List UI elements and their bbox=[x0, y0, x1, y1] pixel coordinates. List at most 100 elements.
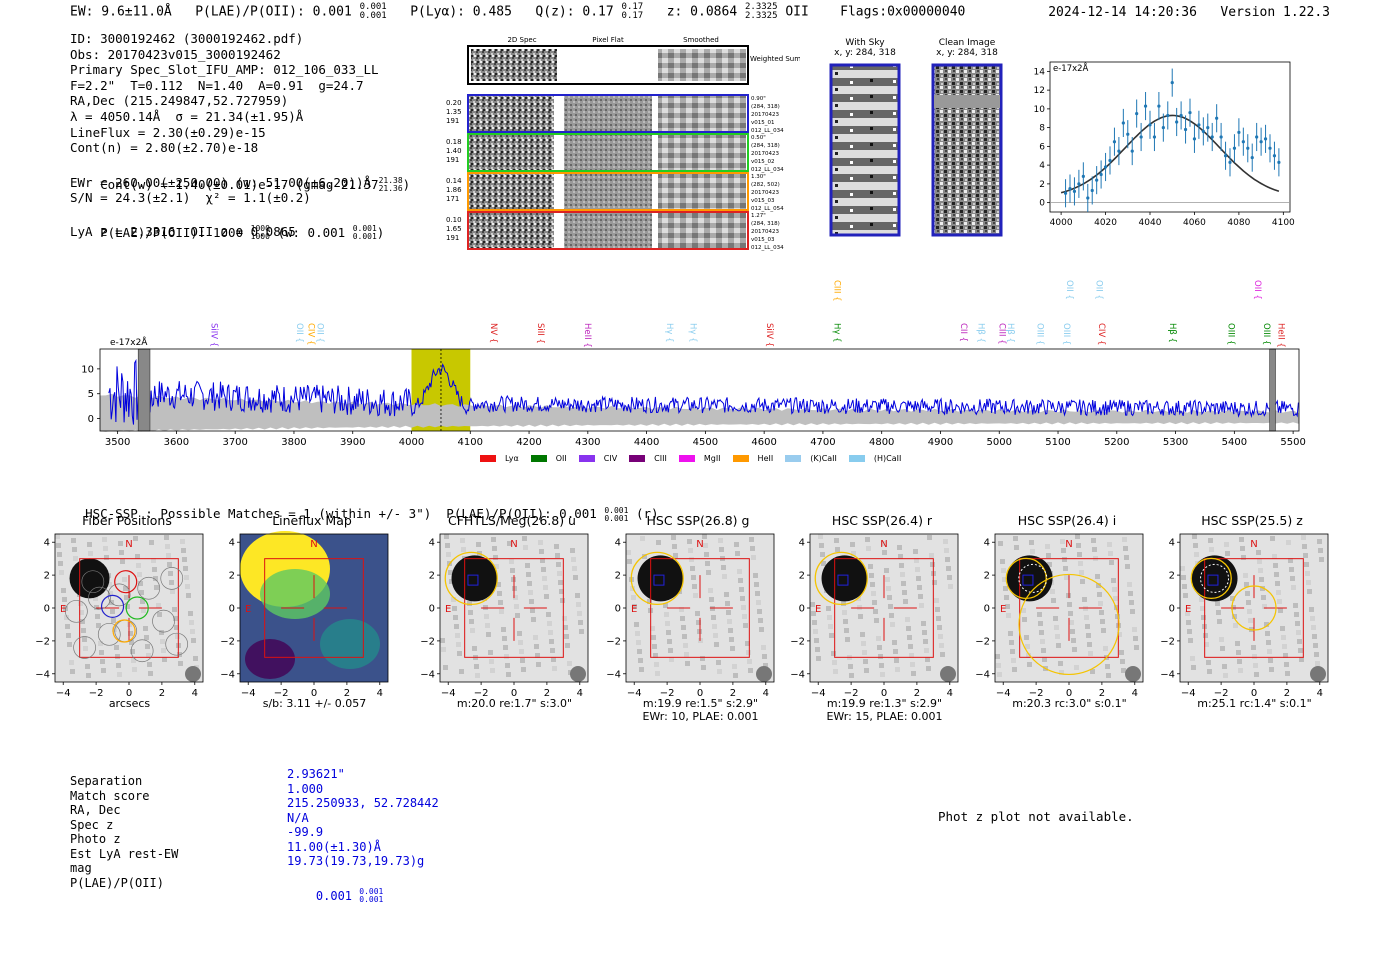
legend-swatch bbox=[578, 455, 595, 462]
fit-point bbox=[1143, 104, 1148, 108]
cutout-noise-pixel bbox=[444, 534, 449, 539]
cutout-noise-pixel bbox=[1026, 653, 1031, 658]
cutout-noise-pixel bbox=[728, 628, 733, 633]
info-line: F=2.2" T=0.112 N=1.40 A=0.91 g=24.7 bbox=[70, 77, 364, 93]
cutout-noise-pixel bbox=[1071, 638, 1076, 643]
cutout-noise-pixel bbox=[1097, 592, 1102, 597]
cutout-noise-pixel bbox=[1186, 620, 1191, 625]
cutout-image: N E −4 −4 −2 −2 0 0 2 2 4 4 bbox=[1160, 533, 1329, 699]
cutout-noise-pixel bbox=[1190, 656, 1195, 661]
cutout-noise-pixel bbox=[73, 556, 78, 561]
cutout-noise-pixel bbox=[650, 626, 655, 631]
cutout-noise-pixel bbox=[947, 575, 952, 580]
cutout-image: N E −4 −4 −2 −2 0 0 2 2 4 4 bbox=[975, 533, 1144, 699]
cutout-noise-pixel bbox=[1188, 638, 1193, 643]
cutout-noise-pixel bbox=[546, 612, 551, 617]
fiber-row-smoothed bbox=[658, 95, 746, 131]
cutout-noise-pixel bbox=[133, 536, 138, 541]
cutout-noise-pixel bbox=[652, 644, 657, 649]
east-label: E bbox=[445, 604, 451, 615]
cutout-ytick-label: −4 bbox=[420, 669, 435, 680]
cutout-noise-pixel bbox=[87, 542, 92, 547]
cutout-noise-pixel bbox=[877, 645, 882, 650]
fit-point bbox=[1183, 127, 1188, 132]
cutout-noise-pixel bbox=[631, 595, 636, 600]
cutout-ytick-label: 4 bbox=[615, 538, 621, 549]
cutout-noise-pixel bbox=[1124, 555, 1129, 560]
summary-value: -99.9 bbox=[287, 825, 324, 839]
corner-source bbox=[1310, 666, 1326, 682]
cutout-noise-pixel bbox=[742, 614, 747, 619]
cutout-caption-line: m:19.9 re:1.5" s:2.9" bbox=[642, 697, 759, 710]
cutout-xtick-label: 4 bbox=[1132, 688, 1138, 699]
cutout-caption: m:25.1 rc:1.4" s:0.1" bbox=[1152, 697, 1357, 710]
cutout-noise-pixel bbox=[492, 546, 497, 551]
cutout-noise-pixel bbox=[1194, 552, 1199, 557]
spectrum-ytick-label: 5 bbox=[88, 389, 94, 400]
cutout-noise-pixel bbox=[637, 649, 642, 654]
cutout-noise-pixel bbox=[1235, 641, 1240, 646]
spectrum-ylabel: e-17x2Å bbox=[110, 336, 148, 348]
info-ewr: EWr = 260.00(±250.00) (w: 51.00(±6.20))Å bbox=[70, 174, 372, 190]
legend-item: (K)CaII bbox=[785, 454, 837, 463]
cutout-noise-pixel bbox=[131, 658, 136, 663]
spectrum-xtick-label: 3800 bbox=[281, 437, 306, 448]
header-flags: Flags:0x00000040 bbox=[840, 4, 966, 20]
cutout-noise-pixel bbox=[683, 643, 688, 648]
cutout-noise-pixel bbox=[902, 590, 907, 595]
cutout-noise-pixel bbox=[735, 551, 740, 556]
cutout-noise-pixel bbox=[1315, 661, 1320, 666]
cutout-noise-pixel bbox=[1285, 671, 1290, 676]
header-z: z: 0.0864 bbox=[666, 4, 738, 20]
cutout-noise-pixel bbox=[520, 658, 525, 663]
spectrum-line-label: OIII { bbox=[1035, 323, 1045, 345]
cutout-noise-pixel bbox=[101, 668, 106, 673]
cutout-noise-pixel bbox=[140, 599, 145, 604]
cutout-noise-pixel bbox=[814, 638, 819, 643]
cutout-noise-pixel bbox=[493, 555, 498, 560]
selection-square bbox=[467, 574, 479, 586]
cutout-noise-pixel bbox=[548, 630, 553, 635]
cutout-noise-pixel bbox=[138, 581, 143, 586]
cutout-noise-pixel bbox=[59, 570, 64, 575]
aperture-circle-inner bbox=[1018, 563, 1048, 593]
legend-item: OII bbox=[530, 454, 567, 463]
cutout-noise-pixel bbox=[1027, 662, 1032, 667]
cutout-ytick-label: 0 bbox=[615, 604, 621, 615]
cutout-noise-pixel bbox=[636, 640, 641, 645]
cutout-noise-pixel bbox=[702, 534, 707, 539]
spectrum-line-label: Hγ { bbox=[664, 323, 674, 343]
cutout-noise-pixel bbox=[714, 642, 719, 647]
north-label: N bbox=[1250, 539, 1257, 550]
fit-point bbox=[1223, 154, 1228, 158]
cutout-noise-pixel bbox=[1054, 625, 1059, 630]
cutout-xtick-label: −4 bbox=[441, 688, 456, 699]
cutout-noise-pixel bbox=[1241, 555, 1246, 560]
cutout-noise-pixel bbox=[1183, 593, 1188, 598]
cutout-xtick-label: 0 bbox=[126, 688, 132, 699]
cutout-ytick-label: −2 bbox=[420, 636, 435, 647]
fiber-circle-highlight bbox=[114, 570, 138, 594]
cutout-caption-line: m:20.0 re:1.7" s:3.0" bbox=[456, 697, 573, 710]
fiber-circle bbox=[65, 599, 88, 623]
cutout-noise-pixel bbox=[1107, 542, 1112, 547]
cutout-xtick-label: 2 bbox=[544, 688, 550, 699]
line-fit-chart: 0 2 4 6 8 10 12 14 4000 4020 4040 4060 4080 4100 e-17x… bbox=[1034, 61, 1295, 228]
fit-ytick-label: 12 bbox=[1034, 86, 1045, 96]
cutout-xtick-label: −4 bbox=[241, 688, 256, 699]
cutout-noise-pixel bbox=[996, 663, 1001, 668]
cutout-noise-pixel bbox=[1301, 535, 1306, 540]
cutout-xtick-label: −4 bbox=[627, 688, 642, 699]
cutout-noise-pixel bbox=[1130, 609, 1135, 614]
cutout-noise-pixel bbox=[861, 641, 866, 646]
cutout-noise-pixel bbox=[1009, 640, 1014, 645]
spectrum-line-label: SiIV { bbox=[209, 323, 219, 347]
fiber-circle bbox=[160, 567, 184, 590]
cutout-noise-pixel bbox=[542, 576, 547, 581]
east-label: E bbox=[1000, 604, 1006, 615]
cutout-noise-pixel bbox=[69, 660, 74, 665]
spectrum-xtick-label: 3700 bbox=[222, 437, 247, 448]
cutout-xtick-label: 0 bbox=[311, 688, 317, 699]
clean-image-band bbox=[934, 95, 1000, 108]
cutout-noise-pixel bbox=[894, 658, 899, 663]
